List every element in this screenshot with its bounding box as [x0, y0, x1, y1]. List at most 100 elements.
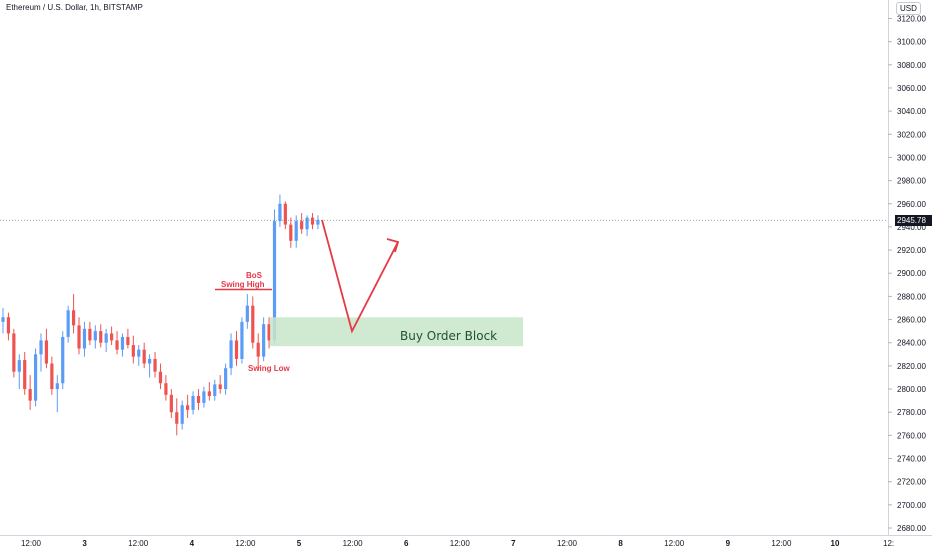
price-tick-label: 2720.00: [897, 478, 926, 487]
candle-body: [77, 325, 81, 349]
candle[interactable]: [202, 386, 206, 408]
candle-body: [6, 317, 11, 334]
candle[interactable]: [300, 213, 304, 234]
price-tick: 2860.00: [888, 316, 926, 325]
candle[interactable]: [294, 215, 298, 248]
candle[interactable]: [99, 324, 103, 348]
candle-body: [23, 360, 27, 390]
candle[interactable]: [251, 296, 255, 349]
candle-body: [169, 394, 173, 413]
candle[interactable]: [77, 317, 81, 355]
time-tick-label: 12:00: [450, 539, 471, 548]
candle[interactable]: [120, 333, 125, 357]
candle[interactable]: [12, 328, 16, 378]
candle-body: [191, 395, 195, 410]
candle[interactable]: [283, 201, 287, 230]
candle[interactable]: [229, 333, 233, 376]
candle[interactable]: [110, 326, 114, 346]
chart-plot-area: [0, 0, 888, 535]
candle-body: [245, 305, 249, 322]
candle[interactable]: [71, 294, 76, 334]
candle[interactable]: [28, 375, 32, 410]
currency-badge[interactable]: USD: [896, 2, 921, 15]
candle[interactable]: [23, 351, 27, 395]
price-tick-label: 2880.00: [897, 292, 926, 301]
candle[interactable]: [131, 335, 135, 364]
candle[interactable]: [6, 312, 11, 341]
candle[interactable]: [278, 194, 282, 227]
time-tick-label: 12:00: [664, 539, 685, 548]
projection-path[interactable]: [321, 219, 399, 334]
candle[interactable]: [88, 321, 92, 346]
candle[interactable]: [191, 391, 195, 415]
time-tick: 9: [726, 539, 731, 548]
candle[interactable]: [316, 215, 320, 230]
candle[interactable]: [1, 307, 5, 334]
price-tick-label: 2840.00: [897, 339, 926, 348]
candle[interactable]: [305, 215, 309, 237]
candle[interactable]: [44, 328, 49, 369]
candle[interactable]: [66, 305, 70, 343]
candle[interactable]: [126, 328, 130, 349]
candle[interactable]: [17, 354, 21, 390]
candle-body: [278, 203, 282, 222]
candle[interactable]: [148, 354, 152, 378]
price-tick: 2960.00: [888, 200, 926, 209]
candle[interactable]: [310, 213, 315, 230]
candle[interactable]: [158, 363, 163, 390]
candle[interactable]: [224, 363, 228, 395]
candle[interactable]: [196, 389, 201, 410]
candle[interactable]: [218, 375, 222, 394]
candle[interactable]: [186, 394, 190, 418]
candle[interactable]: [137, 345, 141, 366]
price-tick-label: 2760.00: [897, 431, 926, 440]
time-tick-label: 12:00: [235, 539, 256, 548]
price-tick: 2840.00: [888, 339, 926, 348]
candle[interactable]: [180, 400, 184, 430]
buy-order-block-label: Buy Order Block: [400, 329, 498, 343]
time-tick-label: 3: [82, 539, 87, 548]
candle[interactable]: [93, 325, 97, 349]
price-tick: 2820.00: [888, 362, 926, 371]
candle[interactable]: [256, 333, 260, 369]
candle[interactable]: [169, 389, 173, 418]
candle[interactable]: [153, 351, 157, 378]
time-axis[interactable]: 12:00 3 12:00 4 12:00 5 12:00 6 12:00 7 12:00 8 12:0…: [21, 539, 894, 548]
candle[interactable]: [50, 356, 54, 395]
candle-body: [262, 324, 266, 357]
candle[interactable]: [164, 375, 168, 401]
candle[interactable]: [61, 331, 65, 390]
candle[interactable]: [115, 331, 119, 355]
time-tick-label: 12:00: [771, 539, 792, 548]
candle[interactable]: [55, 375, 59, 413]
price-tick: 2780.00: [888, 408, 926, 417]
price-axis[interactable]: 3120.00 3100.00 3080.00 3060.00 3040.00 3020.…: [888, 14, 926, 533]
candle-body: [310, 217, 315, 225]
price-tick: 3080.00: [888, 61, 926, 70]
time-tick: 12:00: [343, 539, 364, 548]
candle[interactable]: [39, 333, 43, 372]
candle[interactable]: [234, 331, 239, 366]
candle[interactable]: [104, 328, 108, 352]
price-tick-label: 2700.00: [897, 501, 926, 510]
candle[interactable]: [82, 321, 87, 357]
candle[interactable]: [142, 342, 146, 369]
time-tick: 12:: [883, 539, 894, 548]
candle[interactable]: [207, 382, 211, 401]
candle[interactable]: [289, 217, 293, 248]
candle-body: [33, 354, 38, 401]
current-price-label: 2945.78: [895, 215, 932, 226]
candle[interactable]: [175, 398, 179, 436]
time-tick: 12:00: [235, 539, 256, 548]
candle[interactable]: [213, 379, 217, 401]
candle[interactable]: [245, 294, 249, 329]
time-tick-label: 12:00: [21, 539, 42, 548]
candle[interactable]: [33, 348, 38, 407]
candle[interactable]: [240, 317, 244, 364]
buy-order-block-zone[interactable]: [270, 317, 523, 347]
candle-body: [251, 305, 255, 343]
candle[interactable]: [267, 317, 271, 349]
swing-low-label: Swing Low: [248, 364, 290, 373]
candle[interactable]: [262, 317, 266, 362]
